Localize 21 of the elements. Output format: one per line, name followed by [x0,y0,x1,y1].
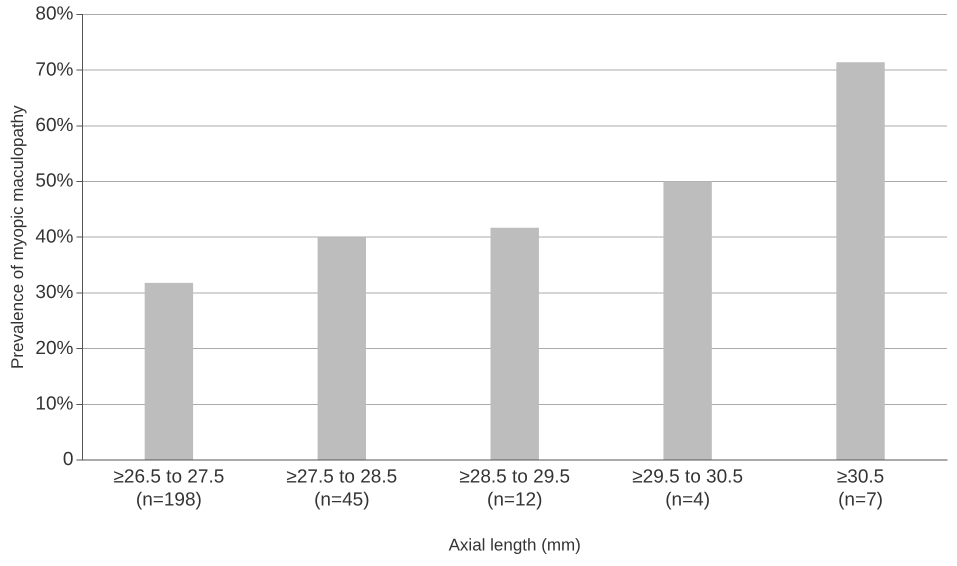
bar [663,182,712,460]
y-tick-label: 10% [35,394,74,415]
x-tick-label: ≥28.5 to 29.5 (n=12) [459,466,570,510]
y-tick-label: 30% [35,282,74,304]
bar [144,282,194,460]
y-tick-label: 50% [35,170,74,192]
bar [490,228,539,460]
x-tick-label: ≥29.5 to 30.5 (n=4) [632,466,744,510]
y-tick-label: 0 [62,449,74,470]
bar [836,62,885,460]
x-axis-title: Axial length (mm) [448,535,581,554]
x-tick-label: ≥30.5 (n=7) [836,466,884,510]
x-tick-label: ≥27.5 to 28.5 (n=45) [286,466,398,510]
y-tick-label: 40% [35,226,74,248]
y-tick-label: 20% [35,338,74,359]
x-tick-label: ≥26.5 to 27.5 (n=198) [113,466,224,510]
y-axis-title: Prevalence of myopic maculopathy [8,104,27,370]
y-tick-label: 60% [35,115,74,136]
bar [318,237,366,460]
y-tick-label: 80% [35,4,74,25]
y-tick-label: 70% [35,59,74,80]
